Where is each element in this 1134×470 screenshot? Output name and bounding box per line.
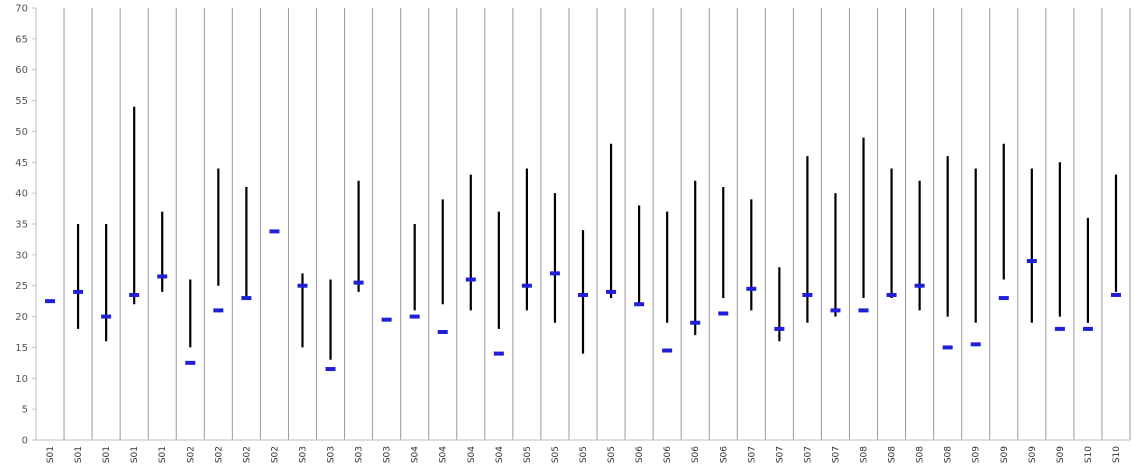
value-marker — [353, 280, 364, 285]
y-tick-label: 50 — [15, 127, 28, 138]
x-tick-label: S05 — [523, 446, 533, 463]
value-marker — [465, 277, 476, 282]
value-marker — [718, 311, 729, 316]
x-tick-label: S08 — [888, 446, 898, 463]
y-tick-label: 5 — [22, 405, 28, 416]
value-marker — [942, 345, 953, 350]
x-tick-label: S02 — [270, 446, 280, 463]
y-tick-label: 70 — [15, 4, 28, 15]
value-marker — [802, 292, 813, 297]
value-marker — [157, 274, 168, 279]
x-tick-label: S06 — [635, 446, 645, 463]
x-tick-label: S04 — [495, 446, 505, 463]
x-tick-label: S07 — [747, 446, 757, 463]
x-tick-label: S03 — [355, 446, 365, 463]
value-marker — [45, 299, 56, 304]
x-tick-label: S05 — [607, 446, 617, 463]
x-tick-label: S03 — [298, 446, 308, 463]
x-tick-label: S02 — [242, 446, 252, 463]
value-marker — [381, 317, 392, 322]
value-marker — [549, 271, 560, 276]
x-tick-label: S09 — [1028, 446, 1038, 463]
value-marker — [185, 360, 196, 365]
y-tick-label: 45 — [15, 158, 28, 169]
value-marker — [606, 289, 617, 294]
value-marker — [830, 308, 841, 313]
x-tick-label: S04 — [467, 446, 477, 463]
x-tick-label: S02 — [214, 446, 224, 463]
x-tick-label: S04 — [439, 446, 449, 463]
y-tick-label: 55 — [15, 96, 28, 107]
x-tick-label: S04 — [411, 446, 421, 463]
x-tick-label: S03 — [327, 446, 337, 463]
x-tick-label: S01 — [102, 446, 112, 463]
value-marker — [690, 320, 701, 325]
y-axis: 0 5 10 15 20 25 30 35 40 45 50 55 60 65 70 — [15, 4, 1130, 447]
value-marker — [858, 308, 869, 313]
value-marker — [662, 348, 673, 353]
value-marker — [325, 367, 336, 372]
x-tick-label: S08 — [860, 446, 870, 463]
x-tick-label: S01 — [74, 446, 84, 463]
x-axis-labels: S01 S01 S01 S01 S01 S02 S02 S02 S02 S03 S03 S03 S03 S… — [46, 446, 1122, 463]
y-tick-label: 30 — [15, 250, 28, 261]
x-tick-label: S06 — [663, 446, 673, 463]
value-marker — [1082, 326, 1093, 331]
value-marker — [73, 289, 84, 294]
value-marker — [493, 351, 504, 356]
y-tick-label: 15 — [15, 343, 28, 354]
x-tick-label: S09 — [1056, 446, 1066, 463]
value-marker — [101, 314, 112, 319]
value-marker — [437, 330, 448, 334]
value-marker — [269, 229, 280, 234]
y-tick-label: 10 — [15, 374, 28, 385]
value-marker — [521, 283, 532, 288]
x-tick-label: S06 — [691, 446, 701, 463]
x-tick-label: S09 — [1000, 446, 1010, 463]
value-marker — [1026, 259, 1037, 264]
value-marker — [213, 308, 224, 313]
x-tick-label: S10 — [1112, 446, 1122, 463]
value-marker — [886, 292, 897, 297]
value-marker — [746, 286, 757, 291]
y-tick-label: 65 — [15, 34, 28, 45]
x-tick-label: S06 — [719, 446, 729, 463]
value-marker — [774, 326, 785, 331]
x-tick-label: S08 — [944, 446, 954, 463]
value-marker — [297, 283, 308, 288]
y-tick-label: 60 — [15, 65, 28, 76]
column-separators — [63, 8, 1131, 440]
value-marker — [409, 314, 420, 319]
value-markers — [45, 229, 1121, 372]
y-tick-label: 35 — [15, 220, 28, 231]
x-tick-label: S10 — [1084, 446, 1094, 463]
value-marker — [129, 292, 140, 297]
y-tick-label: 25 — [15, 281, 28, 292]
x-tick-label: S03 — [383, 446, 393, 463]
value-marker — [634, 302, 645, 307]
value-marker — [1110, 292, 1121, 297]
y-tick-label: 0 — [22, 436, 28, 447]
y-tick-label: 40 — [15, 189, 28, 200]
y-tick-label: 20 — [15, 312, 28, 323]
value-marker — [914, 283, 925, 288]
x-tick-label: S09 — [972, 446, 982, 463]
value-marker — [998, 296, 1009, 301]
value-marker — [241, 296, 252, 301]
value-marker — [578, 292, 588, 297]
x-tick-label: S08 — [916, 446, 926, 463]
value-marker — [1054, 326, 1065, 331]
x-tick-label: S05 — [579, 446, 589, 463]
x-tick-label: S05 — [551, 446, 561, 463]
x-tick-label: S07 — [803, 446, 813, 463]
range-bars — [76, 106, 1118, 360]
x-tick-label: S07 — [775, 446, 785, 463]
x-tick-label: S01 — [46, 446, 56, 463]
value-marker — [970, 342, 981, 347]
x-tick-label: S01 — [158, 446, 168, 463]
x-tick-label: S02 — [186, 446, 196, 463]
x-tick-label: S07 — [831, 446, 841, 463]
x-tick-label: S01 — [130, 446, 140, 463]
